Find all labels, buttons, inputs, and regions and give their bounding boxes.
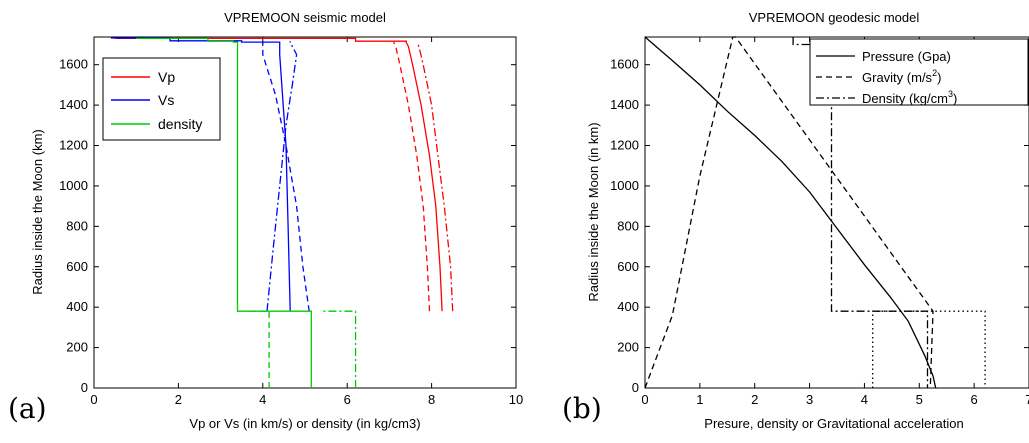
- legend-b-pressure-text: Pressure (Gpa): [862, 49, 951, 64]
- chart-a-xlabel: Vp or Vs (in km/s) or density (in kg/cm3…: [189, 416, 420, 431]
- chart-a-xtick-label-3: 6: [344, 392, 351, 407]
- chart-b-series: [644, 36, 986, 389]
- chart-b-xtick-label-3: 3: [806, 392, 813, 407]
- legend-a-vs-label: Vs: [158, 92, 174, 108]
- chart-a-series: [110, 37, 454, 388]
- chart-b-ytick-label-3: 600: [617, 259, 639, 274]
- legend-b-density-sup: 3: [948, 89, 953, 99]
- legend-a-density-label: density: [158, 116, 202, 132]
- chart-a-ytick-label-7: 1400: [59, 97, 88, 112]
- legend-b-density-text: Density (kg/cm: [862, 91, 948, 106]
- chart-b-legend: Pressure (Gpa) Gravity (m/s2) Density (k…: [809, 38, 1029, 106]
- chart-b-ytick-label-8: 1600: [610, 57, 639, 72]
- chart-a-series-1: [416, 41, 454, 312]
- legend-b-gravity-sup: 2: [932, 68, 937, 78]
- chart-a-series-4: [266, 41, 298, 312]
- chart-a-xtick-label-2: 4: [259, 392, 266, 407]
- chart-b-xtick-label-7: 7: [1025, 392, 1029, 407]
- panel-b-label: (b): [562, 392, 602, 425]
- chart-b-ytick-label-6: 1200: [610, 138, 639, 153]
- chart-b-ytick-label-5: 1000: [610, 178, 639, 193]
- legend-b-density-after: ): [953, 91, 957, 106]
- chart-a-ylabel: Radius inside the Moon (km): [30, 129, 45, 294]
- chart-b-series-1: [644, 36, 934, 389]
- seismic-model-chart: VPREMOON seismic model 0 2 4 6 8 10 0 200 400 600…: [8, 10, 523, 431]
- chart-a-series-5: [262, 41, 310, 312]
- chart-a-ticks: 0 2 4 6 8 10 0 200 400 600 800 1000 1200 1400 1600: [59, 37, 523, 407]
- chart-b-ticks: 0 1 2 3 4 5 6 7 0 200 400 600 800 1000 1200 1400 1600: [610, 37, 1029, 407]
- legend-b-gravity-label: Gravity (m/s2): [862, 68, 941, 85]
- chart-b-xlabel: Presure, density or Gravitational accele…: [704, 416, 963, 431]
- chart-a-ytick-label-5: 1000: [59, 178, 88, 193]
- chart-b-xtick-label-4: 4: [861, 392, 868, 407]
- chart-a-legend: Vp Vs density: [102, 57, 221, 141]
- chart-b-xtick-label-5: 5: [916, 392, 923, 407]
- chart-a-series-6: [136, 37, 312, 388]
- legend-b-pressure-label: Pressure (Gpa): [862, 49, 951, 64]
- chart-a-ytick-label-2: 400: [66, 299, 88, 314]
- chart-a-xtick-label-1: 2: [175, 392, 182, 407]
- chart-b-xtick-label-2: 2: [751, 392, 758, 407]
- legend-b-gravity-text: Gravity (m/s: [862, 70, 933, 85]
- chart-a-series-8: [245, 310, 270, 388]
- chart-a-legend-box: [102, 57, 221, 141]
- legend-a-vp-label: Vp: [158, 69, 175, 85]
- chart-a-ytick-label-8: 1600: [59, 57, 88, 72]
- chart-b-title: VPREMOON geodesic model: [749, 10, 920, 25]
- chart-a-ytick-label-1: 200: [66, 340, 88, 355]
- chart-a-xtick-label-4: 8: [428, 392, 435, 407]
- chart-a-series-2: [393, 41, 431, 312]
- chart-b-ytick-label-2: 400: [617, 299, 639, 314]
- chart-b-ytick-label-4: 800: [617, 218, 639, 233]
- legend-b-gravity-after: ): [937, 70, 941, 85]
- panel-a-label: (a): [8, 392, 47, 425]
- chart-a-title: VPREMOON seismic model: [224, 10, 386, 25]
- chart-a-ytick-label-6: 1200: [59, 138, 88, 153]
- chart-b-xtick-label-6: 6: [971, 392, 978, 407]
- chart-a-ytick-label-3: 600: [66, 259, 88, 274]
- chart-b-xtick-label-0: 0: [641, 392, 648, 407]
- chart-b-xtick-label-1: 1: [696, 392, 703, 407]
- chart-a-ytick-label-4: 800: [66, 218, 88, 233]
- chart-a-ytick-label-0: 0: [81, 380, 88, 395]
- chart-a-series-3: [110, 37, 291, 312]
- geodesic-model-chart: VPREMOON geodesic model 0 1 2 3 4 5 6 7 0 200 400 6…: [562, 10, 1029, 431]
- chart-b-ytick-label-1: 200: [617, 340, 639, 355]
- chart-a-series-0: [115, 37, 443, 312]
- chart-a-series-7: [321, 310, 357, 388]
- chart-b-legend-box: [809, 38, 1029, 106]
- chart-b-ytick-label-0: 0: [632, 380, 639, 395]
- chart-b-series-0: [644, 36, 937, 389]
- chart-a-xtick-label-5: 10: [509, 392, 523, 407]
- legend-b-density-label: Density (kg/cm3): [862, 89, 957, 106]
- chart-a-xtick-label-0: 0: [90, 392, 97, 407]
- chart-b-ylabel: Radius inside the Moon (in km): [586, 122, 601, 301]
- chart-b-ytick-label-7: 1400: [610, 97, 639, 112]
